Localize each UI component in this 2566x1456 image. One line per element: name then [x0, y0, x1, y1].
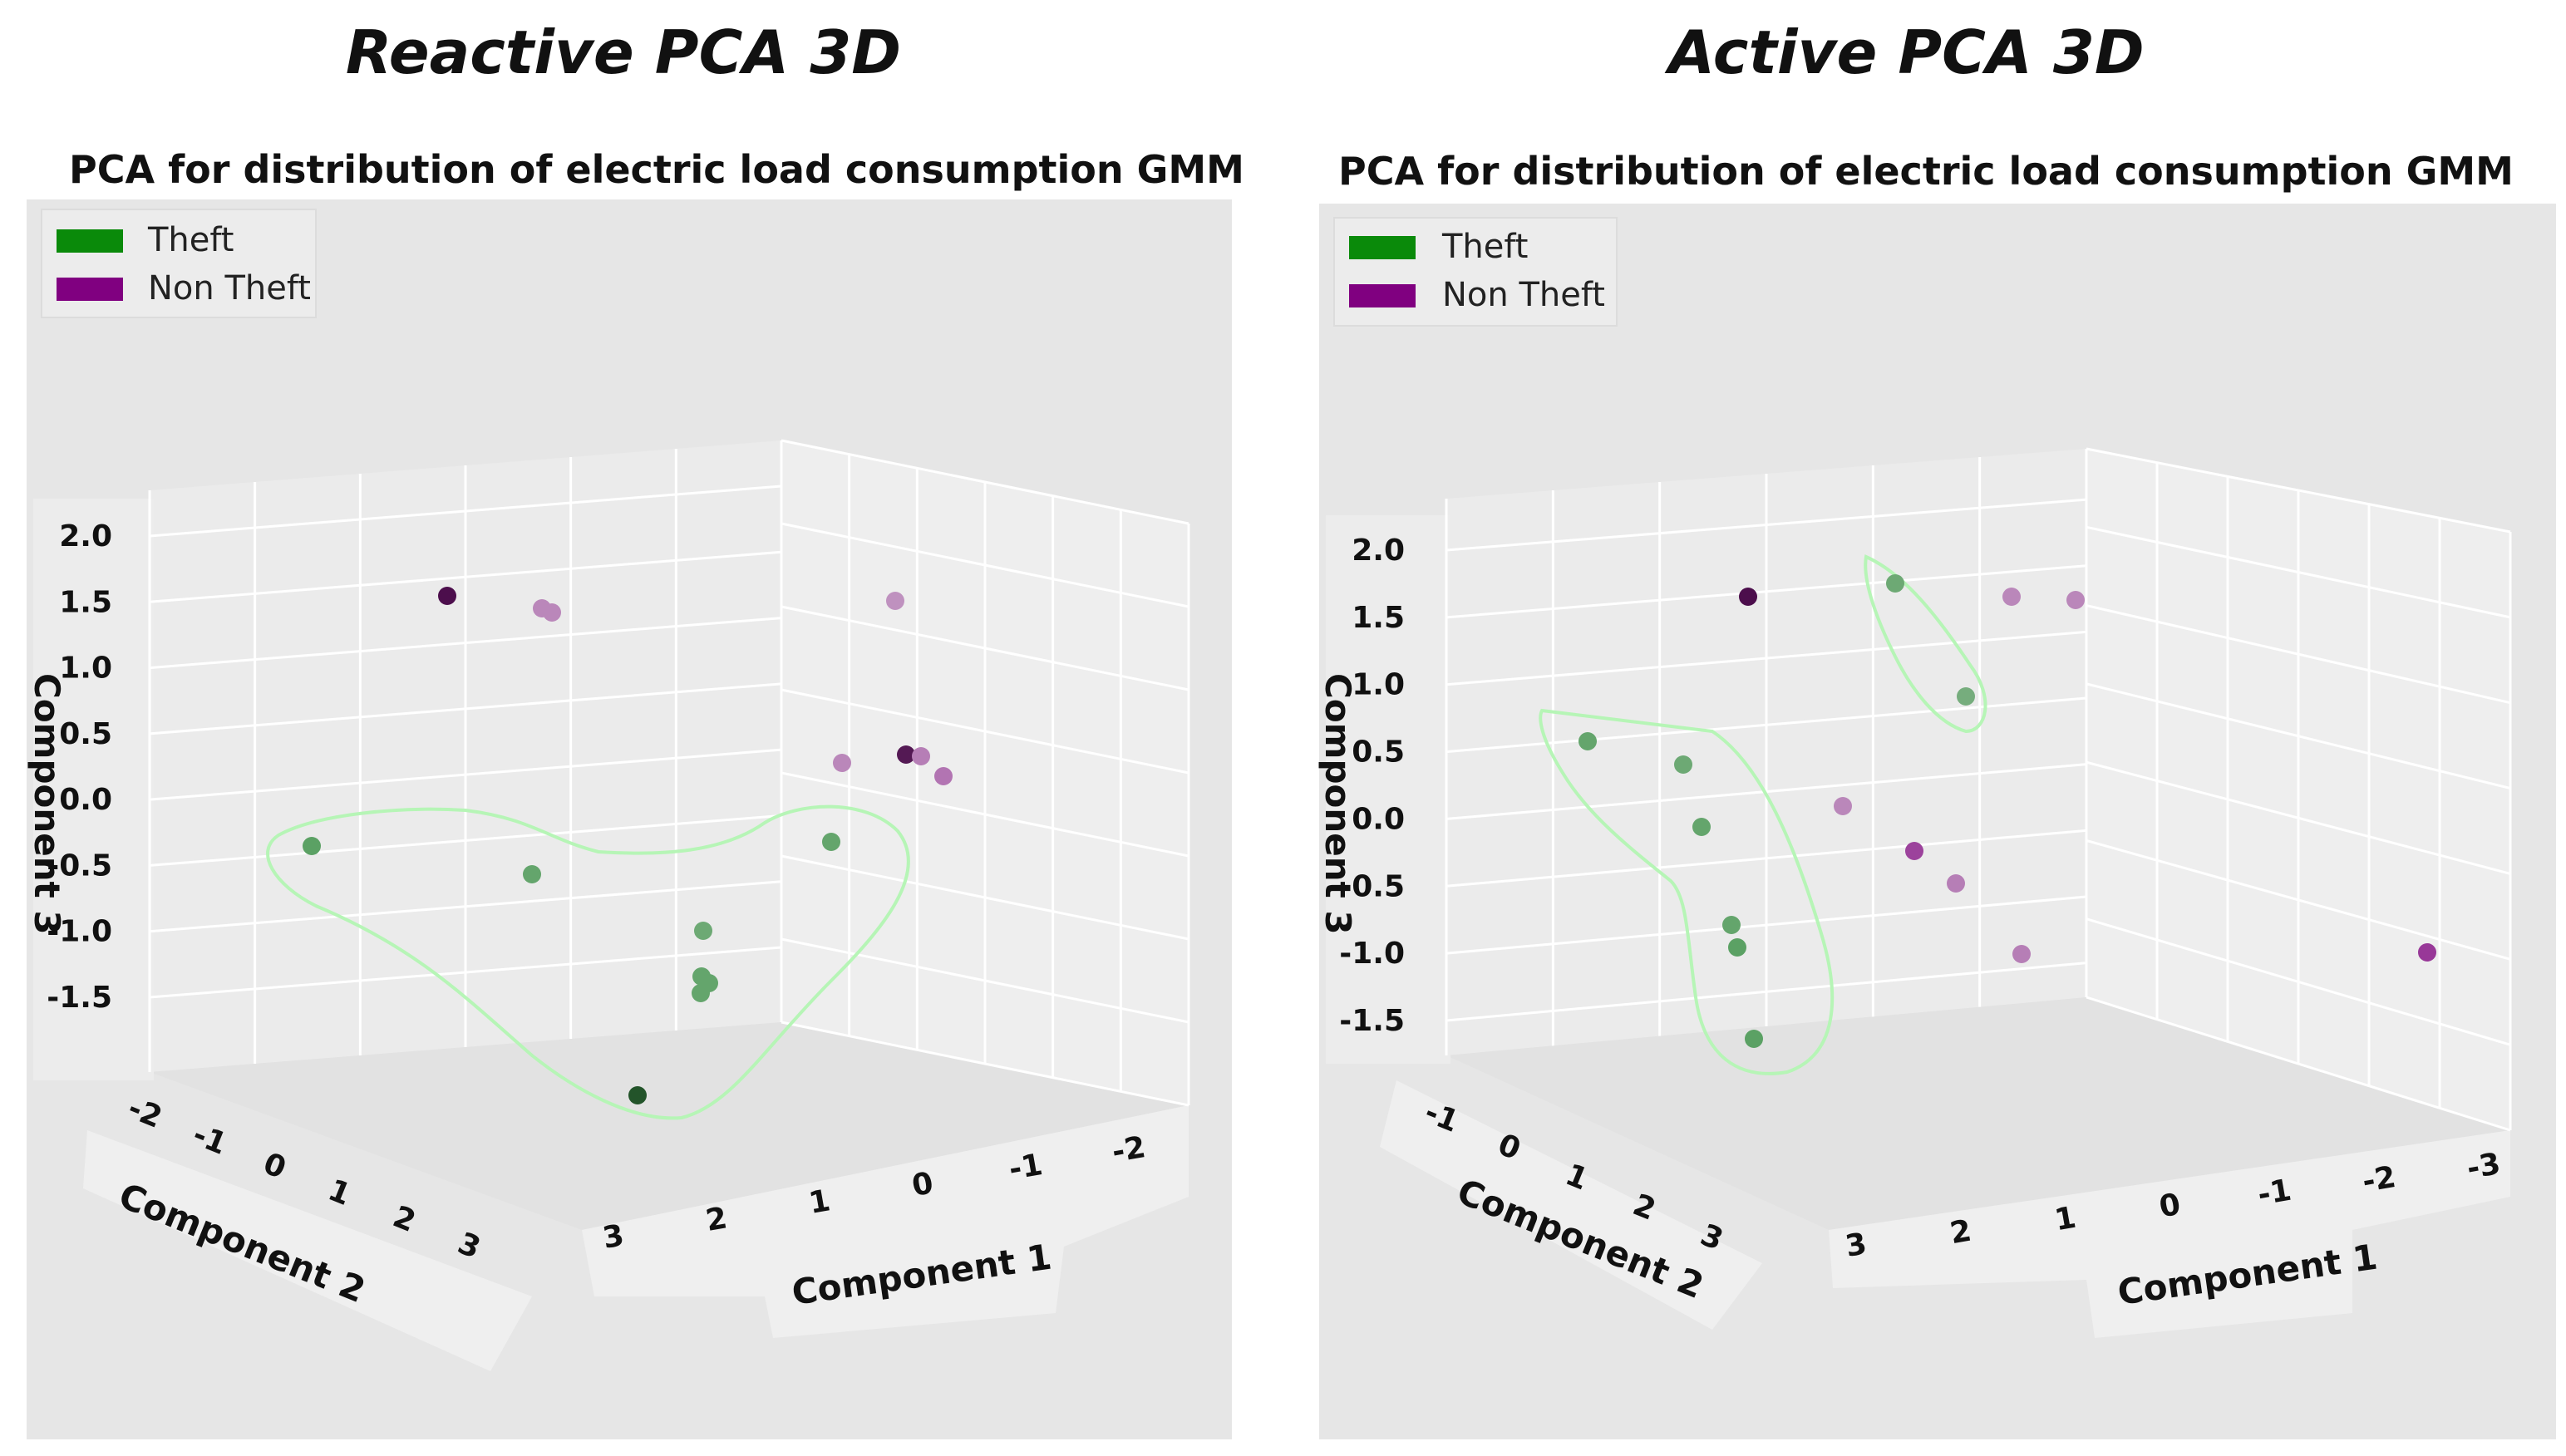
reactive-panel: PCA for distribution of electric load co…	[27, 147, 1244, 1439]
non-theft-point	[897, 745, 915, 764]
non-theft-point	[1905, 842, 1923, 860]
reactive-z-axis-label: Component 3	[27, 673, 67, 935]
reactive-legend-nontheft-label: Non Theft	[148, 269, 311, 307]
non-theft-point	[934, 767, 953, 785]
z-tick-label: -1.5	[47, 981, 112, 1015]
active-z-axis-label: Component 3	[1317, 673, 1358, 935]
z-tick-label: 2.0	[59, 519, 112, 553]
non-theft-point	[1739, 588, 1757, 606]
non-theft-point	[1947, 874, 1965, 893]
active-z-tick-pane	[1326, 515, 1450, 1064]
reactive-points	[303, 587, 953, 1104]
active-panel: PCA for distribution of electric load co…	[1317, 149, 2556, 1439]
active-legend-box	[1333, 217, 1618, 327]
non-theft-point	[2066, 591, 2085, 609]
z-tick-label: 1.0	[59, 652, 112, 686]
active-x-ticks: 3 2 1 0 -1 -2 -3	[1843, 1147, 2503, 1264]
z-tick-label: 1.5	[59, 585, 112, 619]
active-legend-nontheft-label: Non Theft	[1442, 276, 1605, 314]
x-tick-label: -2	[2360, 1160, 2399, 1199]
reactive-legend-theft-label: Theft	[147, 221, 234, 259]
non-theft-point	[2012, 945, 2031, 963]
non-theft-point	[438, 587, 456, 605]
active-floor-pane	[1446, 997, 2510, 1230]
active-grid	[1445, 447, 2512, 1132]
active-x-axis-pane	[1829, 1130, 2510, 1338]
theft-point	[1722, 916, 1741, 934]
theft-point	[523, 865, 541, 883]
theft-point	[1728, 938, 1746, 957]
x-tick-label: -1	[1007, 1148, 1046, 1187]
active-legend-nontheft-swatch	[1349, 284, 1416, 307]
theft-point	[694, 922, 712, 940]
z-tick-label: 0.0	[1352, 802, 1405, 836]
z-tick-label: 0.0	[59, 783, 112, 817]
non-theft-point	[1834, 797, 1852, 815]
theft-point	[1674, 755, 1692, 774]
theft-point	[1745, 1030, 1763, 1048]
reactive-y-axis-pane	[83, 1130, 532, 1371]
theft-point	[1886, 574, 1904, 593]
non-theft-point	[543, 603, 561, 622]
z-tick-label: 1.0	[1352, 668, 1405, 702]
reactive-subtitle: PCA for distribution of electric load co…	[69, 147, 1244, 192]
theft-point	[628, 1086, 647, 1104]
reactive-floor-pane	[150, 1022, 1189, 1230]
theft-point	[1579, 732, 1597, 750]
reactive-legend: Theft Non Theft	[41, 209, 317, 318]
x-tick-label: -3	[2465, 1147, 2504, 1186]
non-theft-point	[912, 747, 930, 765]
active-z-ticks: 2.0 1.5 1.0 0.5 0.0 -0.5 -1.0 -1.5	[1339, 534, 1405, 1038]
active-points	[1579, 574, 2436, 1048]
reactive-z-tick-pane	[33, 499, 154, 1080]
theft-point	[303, 837, 321, 855]
reactive-z-ticks: 2.0 1.5 1.0 0.5 0.0 -0.5 -1.0 -1.5	[47, 519, 112, 1015]
active-legend-theft-label: Theft	[1441, 228, 1528, 266]
active-legend-theft-swatch	[1349, 236, 1416, 259]
x-tick-label: -2	[1110, 1130, 1149, 1169]
non-theft-point	[886, 592, 904, 610]
x-tick-label: -1	[2255, 1173, 2294, 1213]
reactive-x-axis-pane	[582, 1105, 1189, 1338]
reactive-theft-cluster-contour	[266, 804, 910, 1120]
active-legend: Theft Non Theft	[1333, 217, 1618, 327]
reactive-legend-nontheft-swatch	[57, 278, 123, 301]
active-chart-title: Active PCA 3D	[1668, 17, 2145, 87]
z-tick-label: -1.5	[1339, 1004, 1405, 1038]
z-tick-label: -1.0	[47, 915, 112, 949]
z-tick-label: -0.5	[47, 849, 112, 883]
non-theft-point	[833, 754, 851, 772]
z-tick-label: -0.5	[1339, 869, 1405, 903]
active-y-axis-pane	[1380, 1080, 1762, 1330]
theft-point	[822, 833, 840, 851]
active-theft-cluster-contour-large	[1539, 708, 1835, 1075]
z-tick-label: 2.0	[1352, 534, 1405, 568]
active-theft-cluster-contour-small	[1864, 554, 1987, 734]
z-tick-label: -1.0	[1339, 937, 1405, 971]
z-tick-label: 1.5	[1352, 601, 1405, 635]
reactive-legend-theft-swatch	[57, 229, 123, 253]
reactive-chart-title: Reactive PCA 3D	[345, 17, 902, 87]
theft-point	[1692, 818, 1711, 836]
active-subtitle: PCA for distribution of electric load co…	[1338, 149, 2514, 194]
z-tick-label: 0.5	[59, 717, 112, 751]
non-theft-point	[2002, 588, 2021, 606]
z-tick-label: 0.5	[1352, 735, 1405, 770]
theft-point	[1957, 687, 1975, 706]
theft-point	[692, 984, 710, 1002]
non-theft-point	[2418, 943, 2436, 962]
